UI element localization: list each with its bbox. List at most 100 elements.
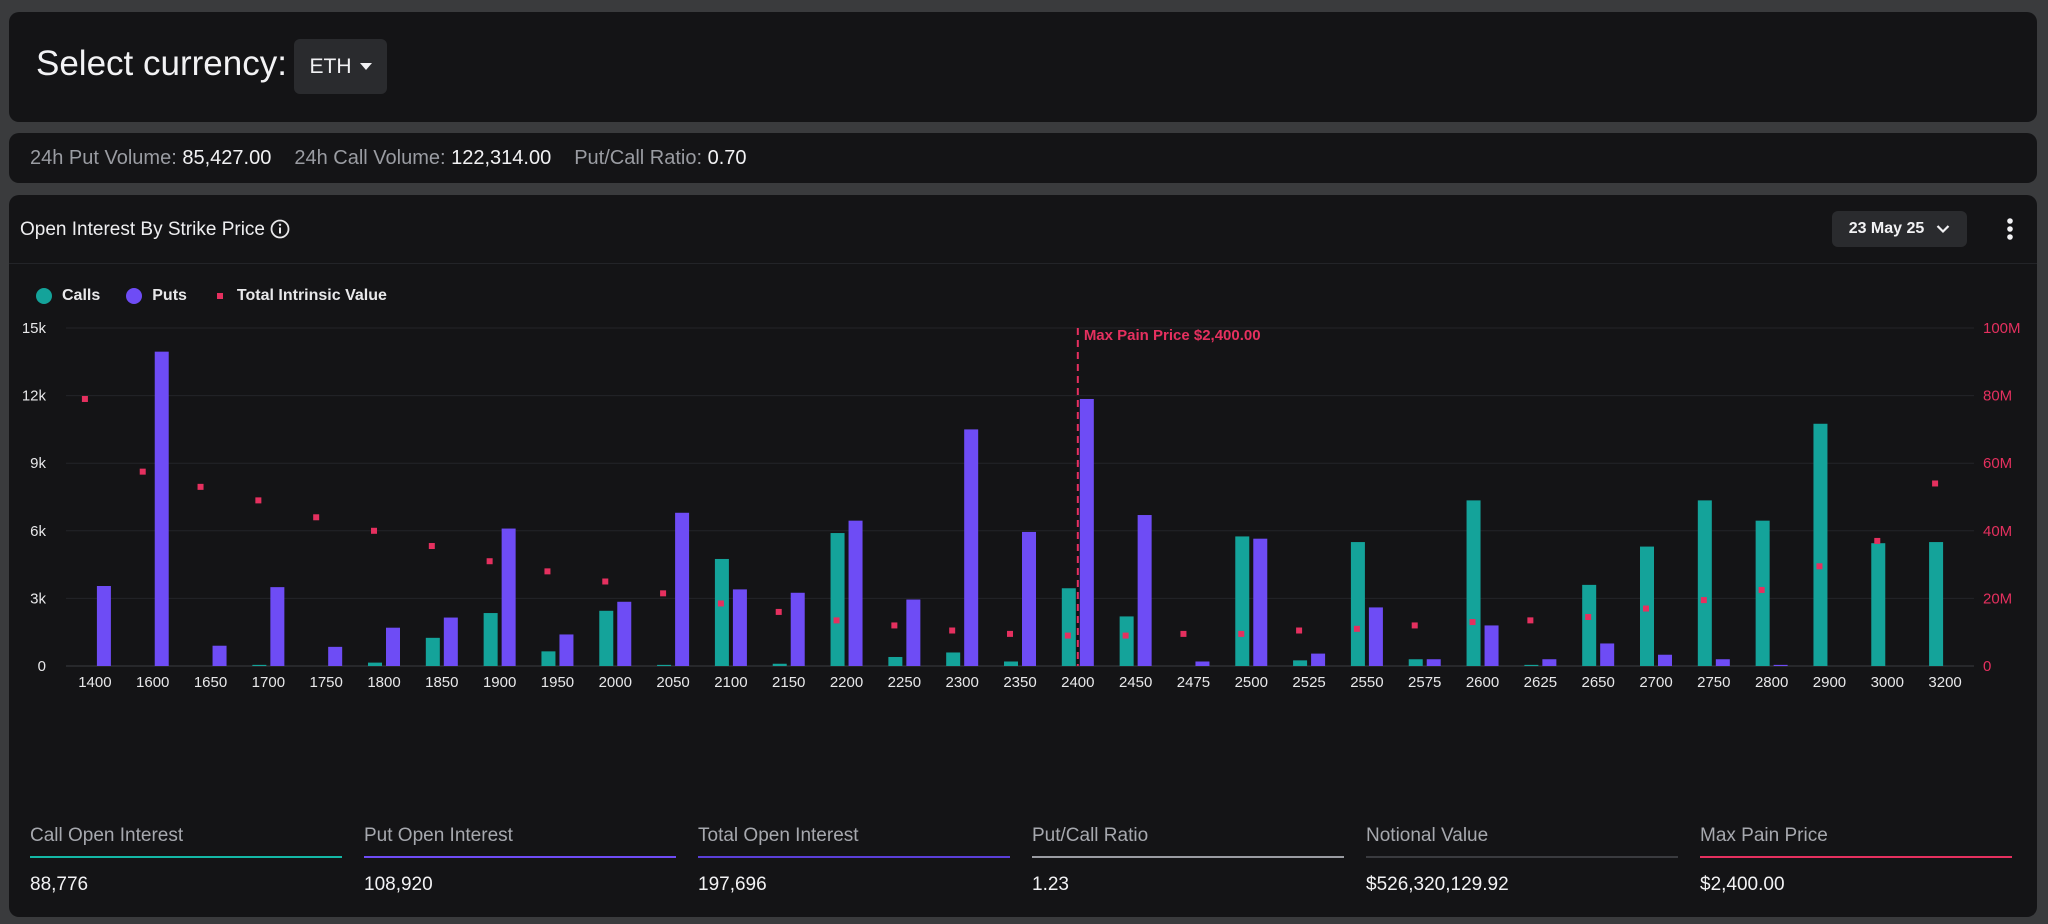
calls-bar bbox=[368, 662, 382, 666]
stat-value: $2,400.00 bbox=[1700, 874, 1785, 895]
expiry-date-dropdown[interactable]: 23 May 25 bbox=[1832, 211, 1967, 247]
tiv-point bbox=[255, 497, 262, 504]
calls-bar bbox=[1061, 588, 1076, 666]
tiv-point bbox=[602, 578, 609, 585]
x-tick-label: 1900 bbox=[483, 674, 516, 691]
stat-notional-value: Notional Value $526,320,129.92 bbox=[1366, 825, 1678, 896]
puts-bar bbox=[1484, 625, 1499, 666]
put-volume-value: 85,427.00 bbox=[182, 147, 272, 169]
x-tick-label: 2700 bbox=[1639, 674, 1672, 691]
open-interest-header: Open Interest By Strike Price 23 May 25 bbox=[9, 195, 2037, 264]
info-circle-icon[interactable] bbox=[269, 218, 291, 240]
stat-underline bbox=[698, 856, 1010, 858]
puts-bar bbox=[1542, 659, 1557, 666]
calls-bar bbox=[946, 652, 961, 666]
put-volume-label: 24h Put Volume: bbox=[30, 147, 177, 169]
y-left-tick-label: 6k bbox=[30, 523, 46, 540]
currency-dropdown[interactable]: ETH bbox=[294, 39, 387, 94]
stat-label: Put/Call Ratio bbox=[1032, 825, 1149, 846]
x-tick-label: 1800 bbox=[367, 674, 400, 691]
puts-bar bbox=[732, 589, 747, 666]
tiv-point bbox=[1585, 613, 1592, 620]
tiv-point bbox=[1007, 630, 1013, 637]
stat-underline bbox=[1700, 856, 2012, 858]
puts-bar bbox=[1079, 398, 1094, 666]
puts-bar bbox=[1022, 531, 1036, 666]
tiv-point bbox=[1411, 622, 1418, 629]
x-tick-label: 2250 bbox=[888, 674, 921, 691]
stat-max-pain-price: Max Pain Price $2,400.00 bbox=[1700, 825, 2012, 896]
calls-swatch bbox=[36, 288, 52, 304]
puts-bar bbox=[1773, 664, 1788, 666]
stat-put-call-ratio: Put/Call Ratio 1.23 bbox=[1032, 825, 1344, 896]
puts-bar bbox=[386, 627, 400, 666]
stat-label: Put Open Interest bbox=[364, 825, 513, 846]
x-tick-label: 1650 bbox=[194, 674, 227, 691]
tiv-point bbox=[371, 527, 377, 534]
puts-bar bbox=[790, 592, 805, 666]
tiv-point bbox=[313, 514, 320, 521]
x-tick-label: 2800 bbox=[1755, 674, 1788, 691]
tiv-swatch bbox=[216, 293, 223, 299]
legend-tiv[interactable]: Total Intrinsic Value bbox=[213, 287, 387, 305]
y-left-tick-label: 12k bbox=[22, 388, 47, 405]
tiv-point bbox=[717, 600, 724, 607]
puts-bar bbox=[212, 645, 227, 666]
puts-bar bbox=[1311, 653, 1326, 666]
x-tick-label: 3000 bbox=[1871, 674, 1904, 691]
y-right-tick-label: 0 bbox=[1983, 658, 1991, 675]
stat-value: 1.23 bbox=[1032, 874, 1069, 895]
puts-bar bbox=[906, 599, 921, 666]
calls-bar bbox=[1755, 520, 1770, 666]
tiv-point bbox=[1700, 597, 1707, 604]
y-left-tick-label: 9k bbox=[30, 455, 46, 472]
calls-bar bbox=[1466, 500, 1481, 666]
puts-bar bbox=[617, 601, 632, 666]
legend-calls[interactable]: Calls bbox=[36, 287, 100, 305]
chevron-down-icon bbox=[1937, 225, 1950, 234]
puts-bar bbox=[270, 587, 285, 666]
y-right-tick-label: 80M bbox=[1983, 388, 2012, 405]
legend-puts-label: Puts bbox=[152, 287, 187, 304]
calls-bar bbox=[1871, 543, 1886, 666]
y-right-tick-label: 20M bbox=[1983, 590, 2012, 607]
calls-bar bbox=[714, 558, 729, 666]
calls-bar bbox=[830, 533, 845, 666]
put-call-ratio-value: 0.70 bbox=[707, 147, 747, 169]
stat-value: 197,696 bbox=[698, 874, 767, 895]
x-tick-label: 2350 bbox=[1003, 674, 1036, 691]
put-call-ratio-label: Put/Call Ratio: bbox=[574, 147, 703, 169]
tiv-point bbox=[660, 590, 667, 597]
tiv-point bbox=[1643, 605, 1649, 612]
stat-call-open-interest: Call Open Interest 88,776 bbox=[30, 825, 342, 896]
x-tick-label: 2900 bbox=[1813, 674, 1846, 691]
puts-bar bbox=[501, 528, 516, 666]
tiv-point bbox=[1180, 630, 1187, 637]
stat-value: 88,776 bbox=[30, 874, 89, 895]
tiv-point bbox=[1064, 632, 1071, 639]
puts-bar bbox=[559, 634, 574, 666]
legend-tiv-label: Total Intrinsic Value bbox=[236, 287, 387, 304]
puts-bar bbox=[328, 646, 343, 666]
kebab-menu-icon[interactable] bbox=[1994, 212, 2026, 246]
x-tick-label: 2750 bbox=[1697, 674, 1730, 691]
stat-value: $526,320,129.92 bbox=[1366, 874, 1509, 895]
puts-bar bbox=[154, 351, 169, 666]
x-tick-label: 2400 bbox=[1061, 674, 1094, 691]
puts-bar bbox=[443, 617, 458, 666]
tiv-point bbox=[1353, 625, 1360, 632]
x-tick-label: 2500 bbox=[1235, 674, 1268, 691]
calls-bar bbox=[1119, 616, 1134, 666]
tiv-point bbox=[1238, 630, 1245, 637]
currency-value: ETH bbox=[309, 54, 352, 78]
calls-bar bbox=[657, 664, 672, 666]
max-pain-label: Max Pain Price $2,400.00 bbox=[1084, 327, 1261, 344]
calls-bar bbox=[1408, 659, 1423, 666]
calls-bar bbox=[541, 651, 556, 666]
puts-bar bbox=[1658, 654, 1672, 666]
x-tick-label: 2650 bbox=[1581, 674, 1614, 691]
puts-bar bbox=[1368, 607, 1383, 666]
puts-bar bbox=[1600, 643, 1615, 666]
legend-puts[interactable]: Puts bbox=[126, 287, 187, 305]
x-tick-label: 1700 bbox=[252, 674, 285, 691]
